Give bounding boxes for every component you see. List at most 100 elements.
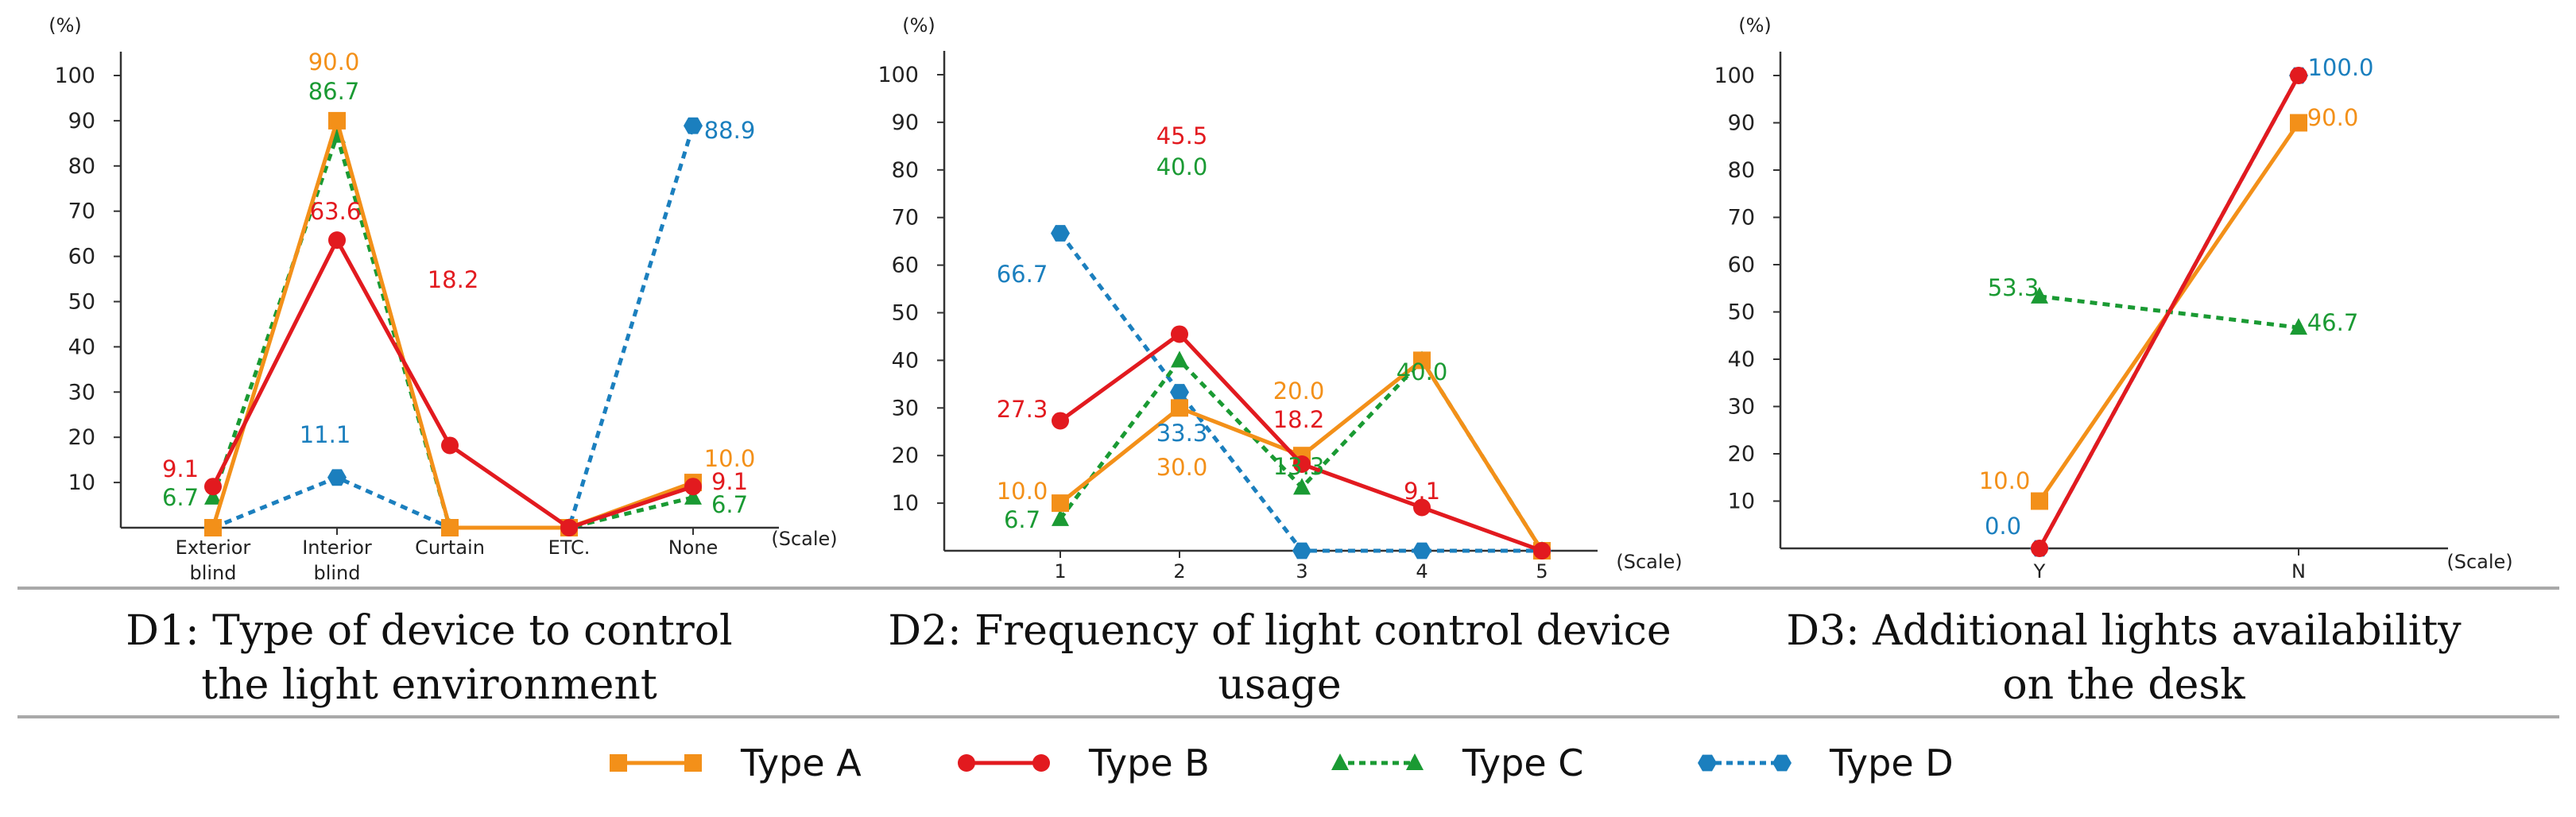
d2-data-label-type-d: 33.3 (1156, 420, 1208, 447)
d3-data-label-type-d: 100.0 (2307, 54, 2373, 81)
legend-swatch-type-d (1698, 754, 1792, 772)
d1-line-type-d (212, 125, 695, 530)
d3-y-unit-label: (%) (1738, 14, 1772, 37)
d3-y-tick-label: 90 (1728, 111, 1755, 136)
d2-point-type-d (1412, 542, 1431, 560)
d1-data-label-type-d: 11.1 (300, 421, 351, 448)
d3-y-tick-label: 40 (1728, 347, 1755, 372)
d2-point-type-c (1052, 509, 1069, 526)
caption-d2-line1: D2: Frequency of light control device (888, 607, 1671, 655)
caption-d1: D1: Type of device to control the light … (24, 604, 835, 712)
legend-marker-type-b (958, 754, 975, 772)
d3-y-tick-label: 20 (1728, 442, 1755, 467)
d2-series-type-b (1052, 325, 1551, 560)
d3-data-label-type-c: 53.3 (1988, 274, 2039, 301)
legend-label-type-c: Type C (1462, 741, 1584, 784)
d2-point-type-b (1533, 542, 1551, 560)
d1-y-tick-label: 80 (68, 154, 95, 179)
d2-point-type-a (1413, 351, 1431, 370)
d2-y-unit-label: (%) (902, 14, 935, 37)
d1-x-tick-label: Interior (302, 536, 372, 559)
d1-point-type-b (560, 519, 578, 536)
d1-y-tick-label: 50 (68, 290, 95, 315)
d1-y-tick-label: 60 (68, 245, 95, 269)
legend-label-type-a: Type A (741, 741, 862, 784)
d2-point-type-d (1051, 225, 1070, 242)
d2-point-type-a (1171, 399, 1188, 417)
legend-swatch-type-b (958, 754, 1050, 772)
d3-line-type-b (2037, 74, 2301, 550)
legend: Type A Type B Type C Type D (0, 727, 2576, 799)
d2-data-label-type-c: 13.3 (1273, 453, 1325, 480)
legend-marker-type-a (684, 754, 702, 772)
d1-point-type-b (204, 478, 222, 496)
d1-data-label-type-c: 6.7 (711, 491, 748, 518)
bottom-divider (17, 715, 2559, 718)
d3-series-type-b (2031, 67, 2307, 557)
d1-data-label-type-d: 88.9 (704, 117, 756, 144)
d1-series-type-d (203, 117, 703, 536)
d2-x-tick-label: 3 (1296, 560, 1307, 583)
d1-line-type-c (211, 134, 694, 530)
d1-y-tick-label: 10 (68, 470, 95, 495)
top-divider (17, 587, 2559, 590)
d1-line-type-a (211, 118, 694, 530)
d1-point-type-b (328, 231, 346, 250)
caption-d1-line1: D1: Type of device to control (126, 607, 733, 655)
d2-data-label-type-a: 10.0 (997, 478, 1048, 505)
d1-series-type-b (204, 231, 702, 536)
d3-y-tick-label: 60 (1728, 253, 1755, 277)
d2-data-label-type-b: 45.5 (1156, 122, 1208, 149)
d1-series-type-c (204, 126, 702, 535)
caption-d3-line1: D3: Additional lights availability (1786, 607, 2462, 655)
d3-y-tick-label: 10 (1728, 490, 1755, 514)
d1-point-type-b (441, 436, 459, 455)
caption-d2-line2: usage (1218, 661, 1342, 709)
d2-x-tick-label: 2 (1173, 560, 1185, 583)
d2-x-tick-label: 5 (1536, 560, 1548, 583)
d2-y-tick-label: 80 (892, 158, 919, 183)
d2-point-type-d (1170, 384, 1189, 401)
d1-x-tick-label: Exterior (176, 536, 251, 559)
d2-y-tick-label: 100 (877, 63, 919, 87)
d3-y-tick-label: 100 (1714, 64, 1755, 88)
d1-x-tick-label: ETC. (548, 536, 591, 559)
legend-swatch-type-c (1331, 753, 1424, 770)
d1-point-type-a (328, 111, 346, 130)
d2-point-type-b (1171, 325, 1188, 343)
legend-marker-type-d (1772, 754, 1792, 772)
d2-point-type-d (1292, 542, 1311, 560)
legend-item-type-a: Type A (604, 727, 862, 799)
d1-point-type-d (684, 117, 703, 134)
d1-data-label-type-a: 90.0 (308, 48, 360, 76)
d2-y-tick-label: 40 (892, 348, 919, 373)
d1-series-type-a (204, 111, 702, 536)
d1-y-tick-label: 30 (68, 380, 95, 405)
d2-x-tick-label: 4 (1416, 560, 1427, 583)
d2-point-type-b (1293, 455, 1311, 473)
d1-x-unit-label: (Scale) (771, 528, 837, 550)
d2-data-label-type-c: 6.7 (1004, 506, 1040, 533)
d2-data-label-type-a: 20.0 (1273, 378, 1325, 405)
d3-x-tick-label: Y (2033, 560, 2046, 583)
d3-x-tick-label: N (2291, 560, 2306, 583)
d1-y-tick-label: 20 (68, 425, 95, 450)
d3-point-type-b (2031, 540, 2048, 557)
d1-point-type-c (684, 487, 702, 505)
d1-point-type-c (204, 487, 222, 505)
d3-point-type-c (2031, 286, 2048, 304)
d3-data-label-type-c: 46.7 (2307, 309, 2359, 336)
d1-data-label-type-a: 10.0 (704, 445, 756, 472)
legend-marker-type-c (1331, 753, 1349, 770)
d1-data-label-type-c: 6.7 (162, 484, 199, 511)
d2-data-label-type-c: 40.0 (1156, 153, 1208, 180)
d2-y-tick-label: 50 (892, 301, 919, 326)
d1-data-label-type-b: 63.6 (310, 198, 362, 225)
d3-x-unit-label: (Scale) (2446, 551, 2512, 573)
d2-y-tick-label: 30 (892, 396, 919, 420)
d3-y-tick-label: 80 (1728, 158, 1755, 183)
d3-chart: 10 20 30 40 50 60 70 80 90 100 (%) Y N (Scale) 100.0 90… (1714, 14, 2512, 583)
caption-d3: D3: Additional lights availability on th… (1710, 604, 2537, 712)
d2-point-type-c (1171, 350, 1188, 368)
d3-y-tick-label: 30 (1728, 395, 1755, 420)
